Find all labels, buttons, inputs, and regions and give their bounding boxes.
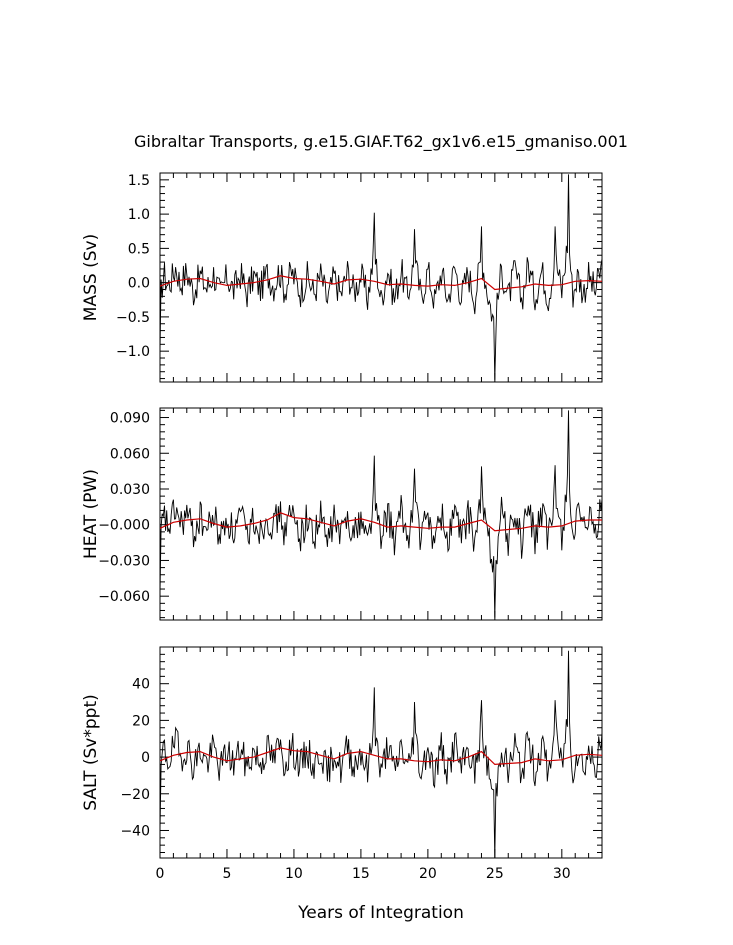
y-axis-title: HEAT (PW) [81,469,101,559]
panels: −1.0 −0.5 0.0 0.5 1.0 1.5 MASS (Sv) −0.060 −0.03… [81,172,603,882]
y-tick-label: −0.000 [98,518,150,534]
plot-frame [159,646,603,859]
x-tick-label: 0 [156,866,165,882]
y-tick-label: 0.0 [128,276,150,292]
x-axis-title: Years of Integration [297,903,464,923]
plot-frame [159,407,603,621]
y-tick-label: −0.5 [116,310,150,326]
y-tick-label: −1.0 [116,344,150,360]
panel-2: −0.060 −0.030 −0.000 0.030 0.060 0.090 HEAT (P… [81,407,603,621]
y-tick-label: 40 [132,677,150,693]
y-tick-label: 0.090 [110,411,150,427]
x-tick-label: 30 [553,866,571,882]
x-tick-label: 5 [223,866,232,882]
x-tick-label: 25 [486,866,504,882]
chart-title: Gibraltar Transports, g.e15.GIAF.T62_gx1… [134,132,628,152]
y-tick-label: 0.060 [110,446,150,462]
series-group [160,174,602,380]
series-line-running-mean [160,512,602,532]
series-line-running-mean [160,275,602,291]
series-line-transport [160,410,602,618]
y-tick-label: −40 [120,823,150,839]
y-axis-title: MASS (Sv) [81,234,101,321]
y-tick-label: 1.5 [128,173,150,189]
x-tick-label: 10 [285,866,303,882]
y-axis-title: SALT (Sv*ppt) [81,694,101,811]
plot-frame [159,172,603,383]
y-tick-label: −0.060 [98,589,150,605]
panel-3: 0 5 10 15 20 25 30 −40 −20 0 20 40 SALT (Sv*ppt) [81,646,603,882]
panel-1: −1.0 −0.5 0.0 0.5 1.0 1.5 MASS (Sv) [81,172,603,383]
series-group [160,650,602,858]
x-tick-label: 20 [419,866,437,882]
y-tick-label: 0.5 [128,241,150,257]
x-tick-label: 15 [352,866,370,882]
y-tick-label: 20 [132,713,150,729]
series-line-transport [160,174,602,380]
y-tick-label: −20 [120,787,150,803]
y-tick-label: 0 [141,750,150,766]
series-line-transport [160,650,602,858]
series-group [160,410,602,618]
y-tick-label: −0.030 [98,553,150,569]
y-tick-label: 0.030 [110,482,150,498]
series-line-running-mean [160,747,602,766]
y-tick-label: 1.0 [128,207,150,223]
